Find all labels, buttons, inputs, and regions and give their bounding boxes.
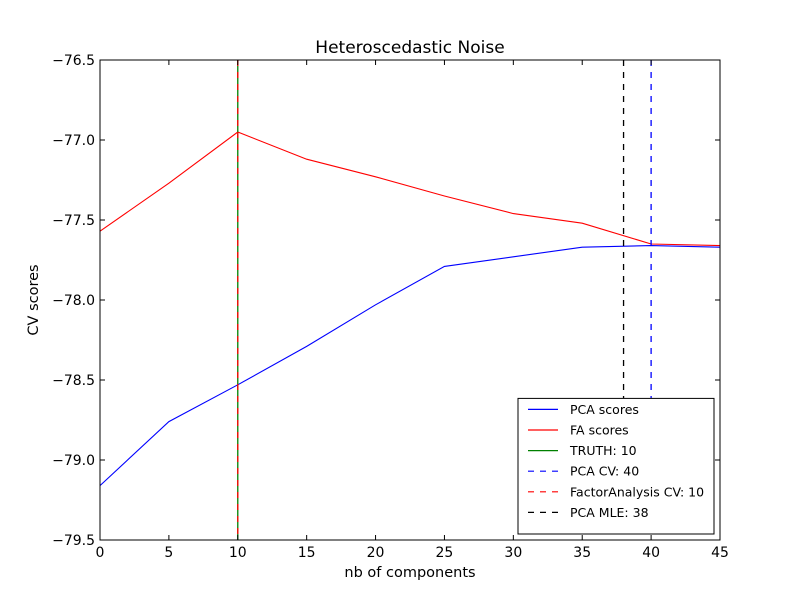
x-tick-label: 35 <box>573 545 591 561</box>
y-tick-label: −78.5 <box>52 373 95 389</box>
x-tick-label: 15 <box>298 545 316 561</box>
y-tick-label: −77.0 <box>52 133 95 149</box>
y-axis-label: CV scores <box>26 264 42 335</box>
axis-ticks: 0 5 10 15 20 25 30 35 40 45 −76.5 −77.0 −77.5 −78.0 −7… <box>52 53 729 561</box>
series-line-0 <box>99 245 721 487</box>
x-tick-label: 30 <box>504 545 522 561</box>
y-tick-label: −76.5 <box>52 53 95 69</box>
legend-label-2: TRUTH: 10 <box>569 443 637 458</box>
legend-label-5: PCA MLE: 38 <box>570 505 649 520</box>
legend-box <box>517 397 715 535</box>
series-layer <box>99 131 721 487</box>
x-tick-label: 0 <box>96 545 105 561</box>
x-tick-label: 40 <box>642 545 660 561</box>
y-tick-label: −78.0 <box>52 293 95 309</box>
legend-label-0: PCA scores <box>570 402 639 417</box>
x-tick-label: 5 <box>164 545 173 561</box>
x-tick-label: 20 <box>367 545 385 561</box>
y-tick-label: −79.0 <box>52 453 95 469</box>
x-tick-label: 45 <box>711 545 729 561</box>
legend: PCA scores FA scores TRUTH: 10 PCA CV: 40 Fa… <box>517 397 715 535</box>
x-tick-label: 10 <box>229 545 247 561</box>
chart-title: Heteroscedastic Noise <box>315 38 504 58</box>
x-tick-label: 25 <box>436 545 454 561</box>
legend-label-1: FA scores <box>570 423 629 438</box>
series-line-1 <box>99 131 721 247</box>
x-axis-label: nb of components <box>344 565 475 581</box>
legend-label-4: FactorAnalysis CV: 10 <box>570 484 704 499</box>
y-tick-label: −79.5 <box>52 533 95 549</box>
legend-label-3: PCA CV: 40 <box>570 464 639 479</box>
y-tick-label: −77.5 <box>52 213 95 229</box>
